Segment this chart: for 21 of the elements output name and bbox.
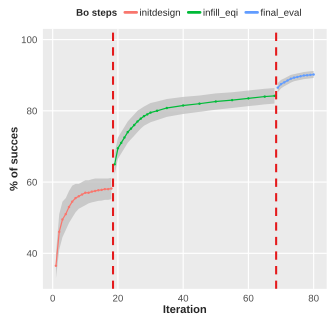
y-tick-label: 80 bbox=[26, 108, 37, 114]
line-series bbox=[54, 187, 113, 267]
legend-label: final_eval bbox=[260, 8, 301, 18]
x-tick-label: 0 bbox=[50, 294, 56, 302]
y-tick-label: 60 bbox=[27, 178, 37, 186]
point bbox=[312, 73, 315, 76]
point bbox=[198, 102, 201, 105]
legend-label: infill_eqi bbox=[204, 8, 238, 18]
y-tick-label: 100 bbox=[22, 36, 37, 44]
legend-label: initdesign bbox=[140, 8, 180, 18]
point bbox=[110, 187, 113, 190]
x-tick-label: 40 bbox=[178, 294, 188, 302]
x-axis-title: Iteration bbox=[164, 304, 206, 314]
line-series bbox=[113, 94, 276, 166]
y-axis-title: % of succes bbox=[9, 127, 18, 191]
x-tick-label: 60 bbox=[244, 294, 254, 302]
x-tick-label: 20 bbox=[113, 294, 123, 302]
y-tick-label: 40 bbox=[26, 250, 37, 257]
x-tick-label: 80 bbox=[308, 294, 319, 302]
point bbox=[130, 127, 132, 130]
legend-title: Bo steps bbox=[76, 9, 117, 18]
